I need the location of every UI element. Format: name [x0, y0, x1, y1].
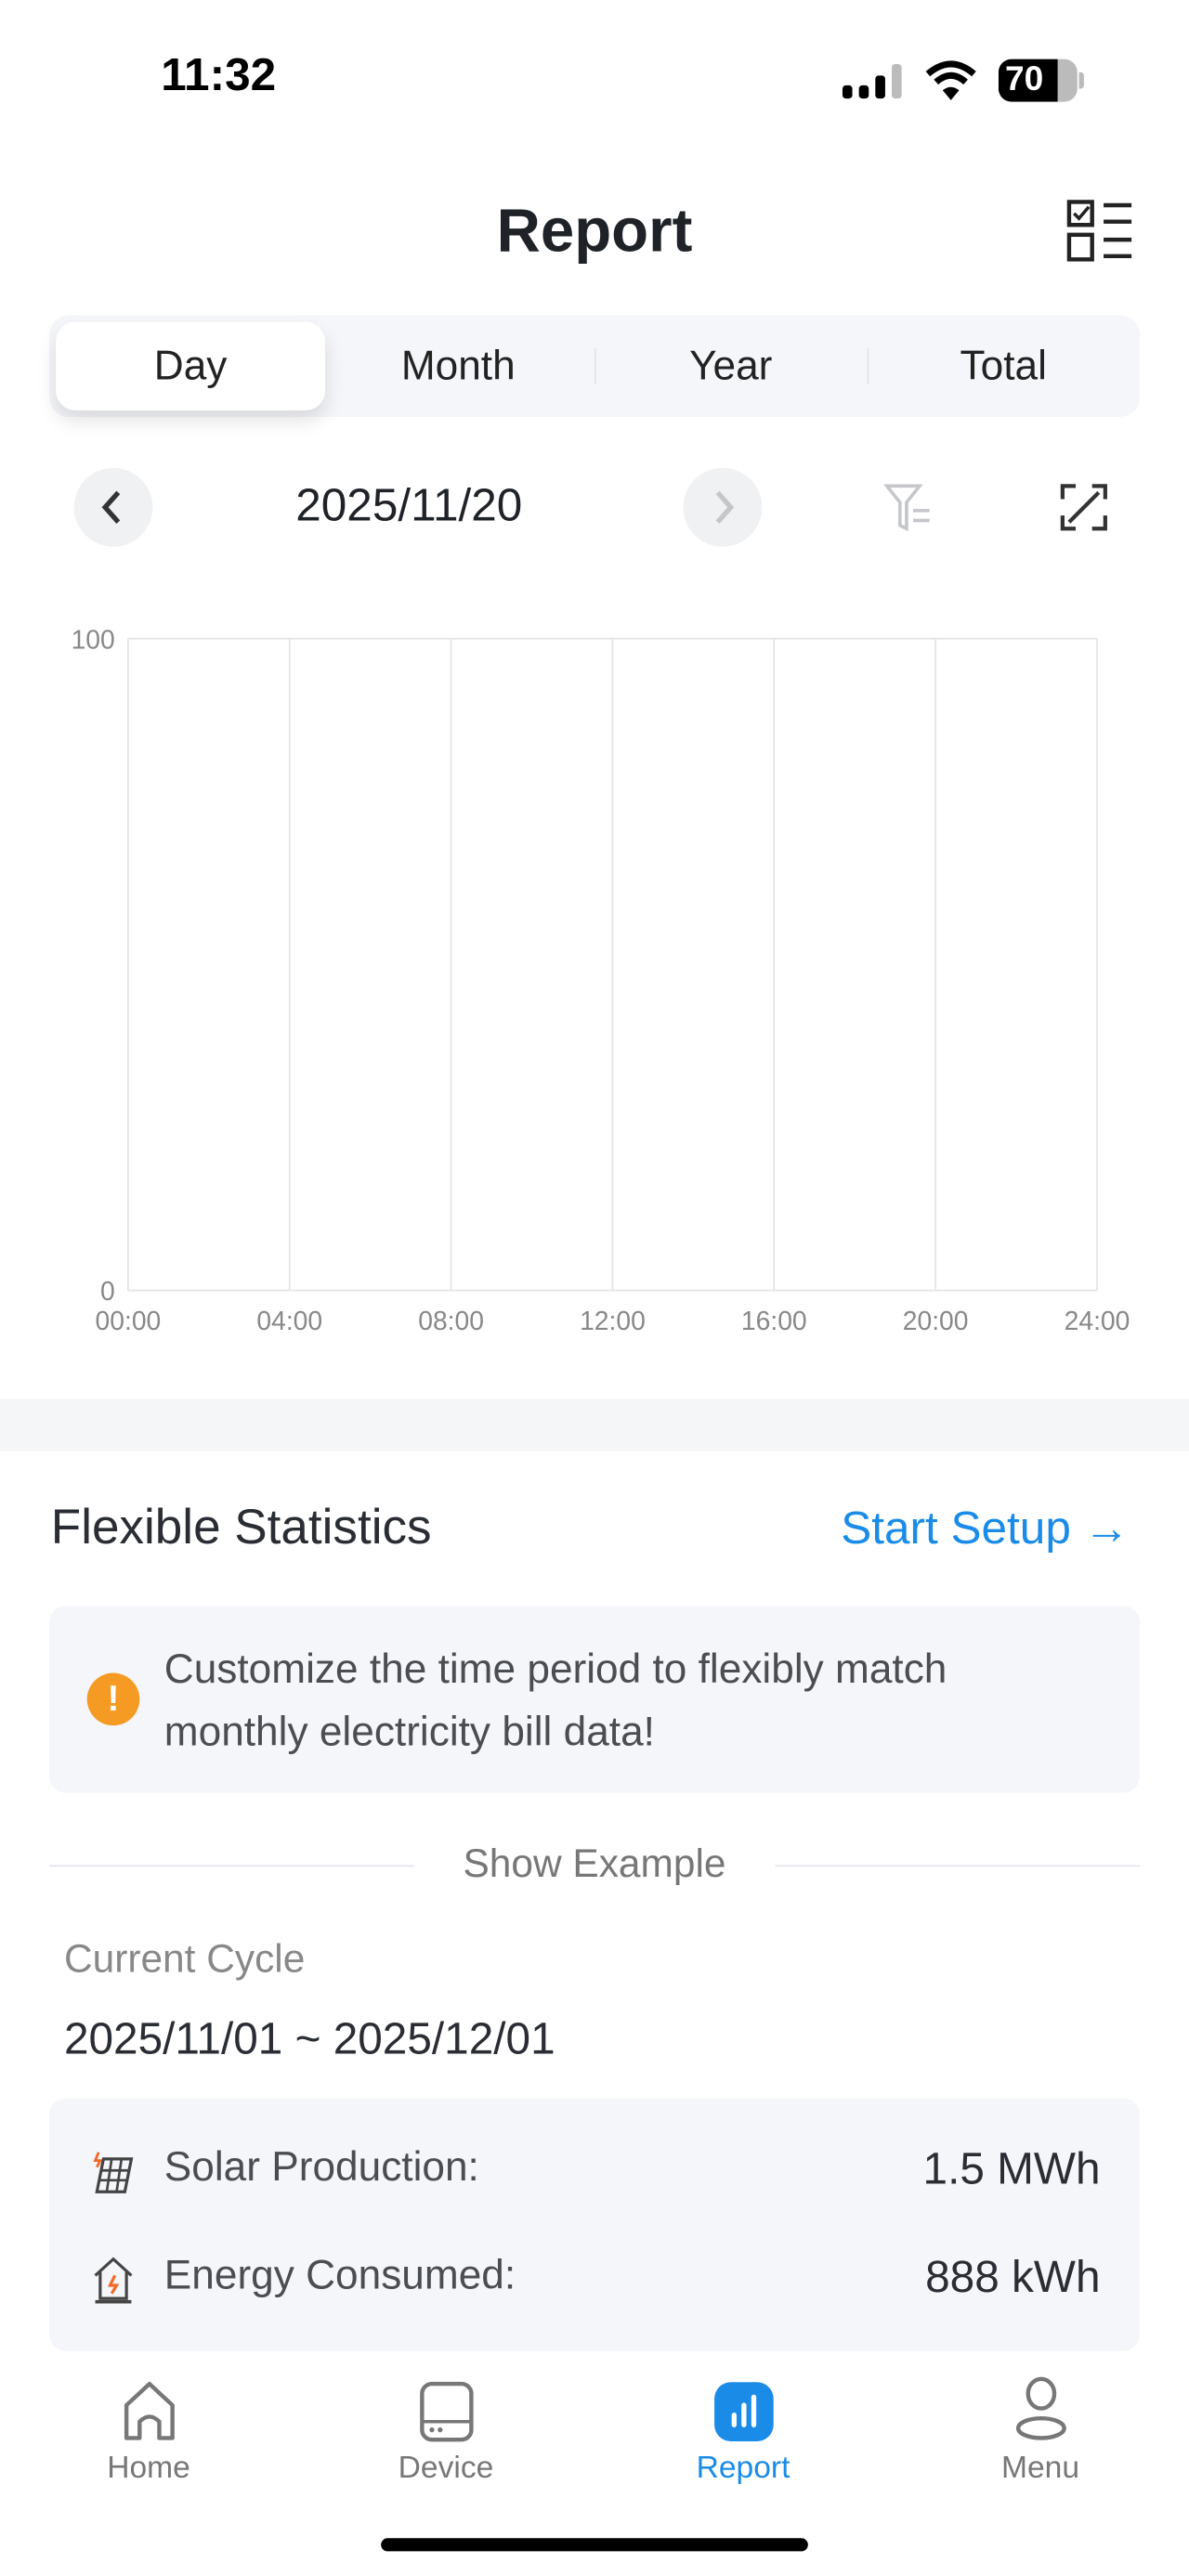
y-tick-label: 0: [100, 1276, 115, 1306]
stat-row-solar: Solar Production: 1.5 MWh: [49, 2144, 1140, 2210]
bottom-nav: Home Device Report Menu: [0, 2356, 1189, 2520]
home-icon: [124, 2381, 174, 2440]
stat-row-consumption: Energy Consumed: 888 kWh: [49, 2253, 1140, 2319]
x-tick-label: 12:00: [580, 1306, 646, 1335]
next-date-button[interactable]: [683, 467, 763, 547]
page-title: Report: [496, 197, 693, 265]
device-icon: [419, 2381, 473, 2442]
show-example-link[interactable]: Show Example: [463, 1841, 726, 1887]
period-tabs: Day Month Year Total: [49, 315, 1140, 418]
current-date[interactable]: 2025/11/20: [295, 479, 523, 531]
solar-panel-icon: [93, 2152, 134, 2193]
current-cycle-label: Current Cycle: [63, 1937, 306, 1982]
nav-report[interactable]: Report: [594, 2356, 892, 2486]
filter-icon[interactable]: [883, 483, 936, 532]
tab-total[interactable]: Total: [960, 343, 1047, 390]
nav-label: Home: [107, 2451, 190, 2486]
x-tick-label: 16:00: [741, 1306, 807, 1335]
tab-year[interactable]: Year: [689, 343, 773, 390]
stat-value: 1.5 MWh: [922, 2143, 1101, 2193]
expand-icon[interactable]: [1059, 483, 1108, 532]
nav-home[interactable]: Home: [0, 2356, 297, 2486]
warning-icon: !: [86, 1672, 140, 1726]
signal-icon: [842, 63, 902, 99]
prev-date-button[interactable]: [73, 467, 153, 547]
home-indicator: [381, 2538, 808, 2552]
tip-banner: ! Customize the time period to flexibly …: [49, 1606, 1140, 1793]
nav-label: Report: [696, 2451, 790, 2486]
section-divider: [0, 1399, 1189, 1451]
stat-value: 888 kWh: [925, 2252, 1101, 2302]
status-time: 11:32: [161, 49, 277, 100]
nav-device[interactable]: Device: [297, 2356, 594, 2486]
x-tick-label: 20:00: [903, 1306, 969, 1335]
stat-label: Energy Consumed:: [163, 2252, 516, 2299]
tab-day[interactable]: Day: [56, 321, 326, 410]
cycle-stats-card: Solar Production: 1.5 MWh Energy Consume…: [49, 2098, 1140, 2351]
battery-icon: 70: [998, 59, 1078, 102]
energy-chart: 00:00 04:00 08:00 12:00 16:00 20:00 24:00 0 100: [72, 624, 1130, 1335]
current-cycle-range: 2025/11/01 ~ 2025/12/01: [63, 2014, 555, 2064]
report-icon: [713, 2382, 773, 2441]
chevron-left-icon: [101, 490, 121, 524]
tab-month[interactable]: Month: [400, 343, 516, 390]
x-tick-label: 24:00: [1065, 1306, 1130, 1335]
x-tick-label: 04:00: [256, 1306, 322, 1335]
start-setup-link[interactable]: Start Setup →: [841, 1502, 1130, 1554]
user-icon: [1015, 2376, 1065, 2440]
nav-menu[interactable]: Menu: [892, 2356, 1189, 2486]
battery-level: 70: [1004, 60, 1044, 99]
x-tick-label: 00:00: [96, 1306, 162, 1335]
nav-label: Menu: [1000, 2451, 1080, 2486]
x-tick-label: 08:00: [418, 1306, 484, 1335]
flexible-statistics-title: Flexible Statistics: [50, 1500, 432, 1555]
tip-text: Customize the time period to flexibly ma…: [163, 1646, 947, 1755]
wifi-icon: [925, 60, 976, 100]
nav-label: Device: [398, 2451, 494, 2486]
stat-label: Solar Production:: [163, 2143, 479, 2191]
checklist-icon[interactable]: [1065, 197, 1137, 266]
chevron-right-icon: [715, 490, 735, 524]
house-energy-icon: [94, 2257, 133, 2304]
y-tick-label: 100: [72, 624, 115, 654]
